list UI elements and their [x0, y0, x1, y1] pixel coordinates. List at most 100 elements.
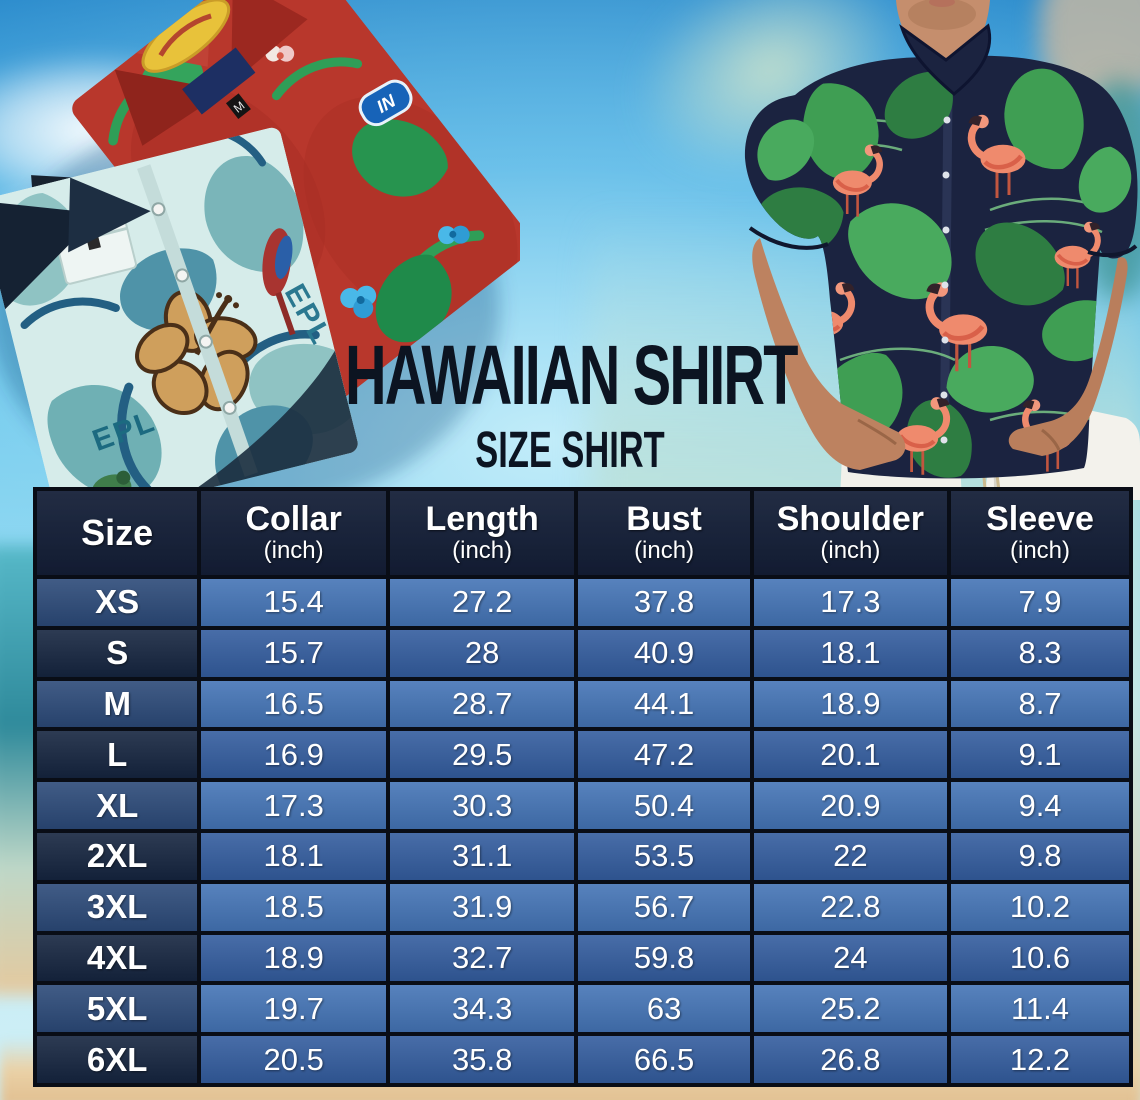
length-value: 30.3 [385, 778, 579, 833]
parrot [262, 228, 296, 336]
size-label: 6XL [32, 1032, 202, 1087]
size-label: 3XL [32, 879, 202, 935]
size-label: XS [32, 575, 202, 630]
collar-value: 15.7 [197, 625, 390, 681]
shoulder-value: 17.3 [749, 575, 952, 630]
length-value: 34.3 [385, 981, 579, 1037]
length-value: 28.7 [385, 676, 579, 732]
collar-value: 16.5 [197, 676, 390, 732]
title-block: HAWAIIAN SHIRT SIZE SHIRT [320, 327, 820, 478]
collar-value: 16.9 [197, 727, 390, 783]
table-row-4xl: 4XL 18.9 32.7 59.8 24 10.6 [32, 930, 1133, 986]
bust-value: 53.5 [574, 828, 754, 884]
column-label: Bust [626, 499, 702, 538]
length-value: 32.7 [385, 930, 579, 986]
column-header-shoulder: Shoulder (inch) [749, 487, 952, 579]
column-label: Length [425, 499, 539, 538]
length-value: 28 [385, 625, 579, 681]
length-value: 31.1 [385, 828, 579, 884]
shoulder-value: 22.8 [749, 879, 952, 935]
hand-fingers [857, 418, 1061, 451]
column-label: Size [81, 512, 154, 554]
sleeve-value: 11.4 [947, 981, 1133, 1037]
bust-value: 63 [574, 981, 754, 1037]
sleeve-value: 8.7 [947, 676, 1133, 732]
length-value: 31.9 [385, 879, 579, 935]
shoulder-value: 24 [749, 930, 952, 986]
column-header-length: Length (inch) [385, 487, 579, 579]
table-row-l: L 16.9 29.5 47.2 20.1 9.1 [32, 727, 1133, 783]
table-row-m: M 16.5 28.7 44.1 18.9 8.7 [32, 676, 1133, 732]
shoulder-value: 20.1 [749, 727, 952, 783]
table-row-3xl: 3XL 18.5 31.9 56.7 22.8 10.2 [32, 879, 1133, 935]
model-neck [896, 0, 990, 92]
size-label: L [32, 727, 202, 783]
sleeve-value: 9.1 [947, 727, 1133, 783]
bust-value: 50.4 [574, 778, 754, 833]
length-value: 29.5 [385, 727, 579, 783]
sleeve-value: 12.2 [947, 1032, 1133, 1087]
bust-value: 40.9 [574, 625, 754, 681]
bust-value: 37.8 [574, 575, 754, 630]
bust-value: 56.7 [574, 879, 754, 935]
shoulder-value: 22 [749, 828, 952, 884]
page-title: HAWAIIAN SHIRT [345, 327, 798, 423]
collar-value: 18.5 [197, 879, 390, 935]
column-header-size: Size [32, 487, 202, 579]
size-label: S [32, 625, 202, 681]
size-label: 4XL [32, 930, 202, 986]
shoulder-value: 18.1 [749, 625, 952, 681]
buttons [940, 116, 951, 444]
column-unit: (inch) [1010, 536, 1071, 564]
shoulder-value: 26.8 [749, 1032, 952, 1087]
bust-value: 44.1 [574, 676, 754, 732]
table-row-2xl: 2XL 18.1 31.1 53.5 22 9.8 [32, 828, 1133, 884]
table-row-xl: XL 17.3 30.3 50.4 20.9 9.4 [32, 778, 1133, 833]
size-tag [225, 93, 251, 120]
collar-value: 18.1 [197, 828, 390, 884]
collar-value: 15.4 [197, 575, 390, 630]
length-value: 27.2 [385, 575, 579, 630]
size-label: XL [32, 778, 202, 833]
sleeve-logo: IN [358, 79, 413, 127]
sleeve-value: 10.6 [947, 930, 1133, 986]
collar-value: 17.3 [197, 778, 390, 833]
column-label: Sleeve [986, 499, 1094, 538]
column-label: Shoulder [776, 499, 925, 538]
sleeve-value: 10.2 [947, 879, 1133, 935]
collar-value: 20.5 [197, 1032, 390, 1087]
column-header-sleeve: Sleeve (inch) [947, 487, 1133, 579]
collar-value: 18.9 [197, 930, 390, 986]
teal-hawaiian-shirt: EPL EPL [0, 125, 360, 500]
sleeve-hems [748, 226, 1138, 258]
table-row-xs: XS 15.4 27.2 37.8 17.3 7.9 [32, 575, 1133, 630]
size-label: 5XL [32, 981, 202, 1037]
collar [899, 23, 992, 96]
page-subtitle: SIZE SHIRT [475, 420, 665, 479]
column-header-bust: Bust (inch) [574, 487, 754, 579]
column-unit: (inch) [452, 536, 513, 564]
table-row-5xl: 5XL 19.7 34.3 63 25.2 11.4 [32, 981, 1133, 1037]
model-photo [744, 0, 1140, 500]
column-unit: (inch) [634, 536, 695, 564]
column-header-collar: Collar (inch) [197, 487, 390, 579]
collar-value: 19.7 [197, 981, 390, 1037]
size-chart-table: Size Collar (inch) Length (inch) Bust (i… [32, 487, 1133, 1087]
shoulder-value: 20.9 [749, 778, 952, 833]
table-row-s: S 15.7 28 40.9 18.1 8.3 [32, 625, 1133, 681]
model-arms [752, 238, 1128, 470]
sleeve-value: 9.8 [947, 828, 1133, 884]
shoulder-value: 18.9 [749, 676, 952, 732]
folded-shirts-photo: M IN [0, 0, 520, 500]
column-unit: (inch) [820, 536, 881, 564]
sleeve-value: 8.3 [947, 625, 1133, 681]
length-value: 35.8 [385, 1032, 579, 1087]
column-unit: (inch) [263, 536, 324, 564]
table-row-6xl: 6XL 20.5 35.8 66.5 26.8 12.2 [32, 1032, 1133, 1087]
sleeve-value: 9.4 [947, 778, 1133, 833]
model-shirt [744, 23, 1138, 479]
header-row: Size Collar (inch) Length (inch) Bust (i… [32, 487, 1133, 579]
button-placket [137, 164, 259, 477]
column-label: Collar [245, 499, 342, 538]
